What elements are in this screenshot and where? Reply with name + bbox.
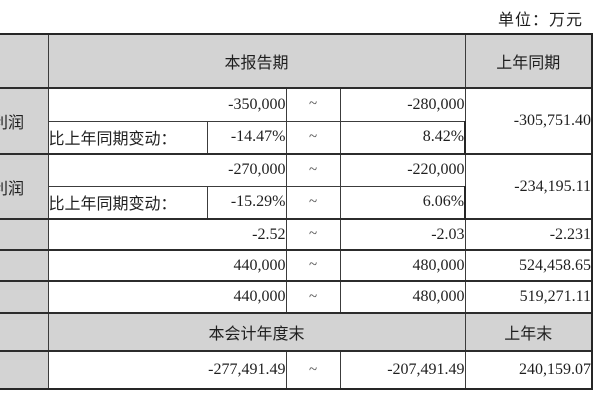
value-high: 480,000 bbox=[339, 249, 466, 282]
forecast-table: 本报告期 上年同期 利润 -350,000 ~ -280,000 -305,75… bbox=[0, 33, 594, 390]
header-prior-year-end: 上年末 bbox=[464, 312, 594, 352]
table-row: 440,000 ~ 480,000 519,271.11 bbox=[0, 280, 594, 314]
stub-cell bbox=[0, 249, 49, 282]
prior-period-value: 519,271.11 bbox=[464, 280, 594, 314]
unit-label: 单位：万元 bbox=[497, 12, 583, 29]
change-label: 比上年同期变动： bbox=[48, 185, 208, 220]
stub-cell bbox=[0, 350, 49, 390]
stub-label-text: 利润 bbox=[0, 115, 25, 132]
table-row: -277,491.49 ~ -207,491.49 240,159.07 bbox=[0, 350, 594, 390]
prior-year-end-value: 240,159.07 bbox=[464, 350, 594, 390]
change-label: 比上年同期变动： bbox=[48, 120, 208, 155]
value-low: 440,000 bbox=[47, 249, 287, 282]
range-tilde: ~ bbox=[285, 87, 341, 122]
stub-label-profit: 利润 bbox=[0, 153, 49, 220]
value-low: -270,000 bbox=[47, 153, 287, 187]
table-row: 利润 -270,000 ~ -220,000 -234,195.11 bbox=[0, 153, 594, 220]
value-low: -277,491.49 bbox=[47, 350, 287, 390]
stub-header-cell bbox=[0, 33, 49, 89]
stub-cell bbox=[0, 280, 49, 314]
stub-label-text: 利润 bbox=[0, 180, 25, 198]
value-high: -220,000 bbox=[339, 153, 466, 187]
value-high: -2.03 bbox=[339, 218, 466, 251]
change-low: -15.29% bbox=[206, 185, 287, 220]
table-row: 本会计年度末 上年末 bbox=[0, 312, 594, 352]
range-tilde: ~ bbox=[285, 120, 341, 155]
range-tilde: ~ bbox=[285, 153, 341, 187]
range-tilde: ~ bbox=[285, 249, 341, 282]
change-high: 8.42% bbox=[339, 120, 467, 155]
range-tilde: ~ bbox=[285, 280, 341, 314]
range-tilde: ~ bbox=[285, 218, 341, 251]
range-tilde: ~ bbox=[285, 350, 341, 390]
value-high: -280,000 bbox=[339, 87, 466, 122]
range-tilde: ~ bbox=[285, 185, 341, 220]
value-high: 480,000 bbox=[339, 280, 466, 314]
prior-period-value: 524,458.65 bbox=[464, 249, 594, 282]
header-current-period: 本报告期 bbox=[47, 33, 466, 89]
table-row: 利润 -350,000 ~ -280,000 -305,751.40 bbox=[0, 87, 594, 155]
value-high: -207,491.49 bbox=[339, 350, 466, 390]
prior-period-value: -2.231 bbox=[464, 218, 594, 251]
prior-period-value: -305,751.40 bbox=[464, 87, 594, 155]
table-row: 440,000 ~ 480,000 524,458.65 bbox=[0, 249, 594, 282]
stub-cell bbox=[0, 218, 49, 251]
change-high: 6.06% bbox=[339, 185, 467, 220]
table-row: 比上年同期变动： -15.29% ~ 6.06% bbox=[0, 185, 592, 220]
header-current-year-end: 本会计年度末 bbox=[47, 312, 466, 352]
prior-period-value: -234,195.11 bbox=[464, 153, 594, 220]
value-low: -350,000 bbox=[47, 87, 287, 122]
stub-label-profit: 利润 bbox=[0, 87, 49, 155]
value-low: -2.52 bbox=[47, 218, 287, 251]
header-prior-period: 上年同期 bbox=[464, 33, 594, 89]
table-row: -2.52 ~ -2.03 -2.231 bbox=[0, 218, 594, 251]
stub-header-cell bbox=[0, 312, 49, 352]
value-low: 440,000 bbox=[47, 280, 287, 314]
table-row: 本报告期 上年同期 bbox=[0, 33, 594, 89]
change-low: -14.47% bbox=[206, 120, 287, 155]
